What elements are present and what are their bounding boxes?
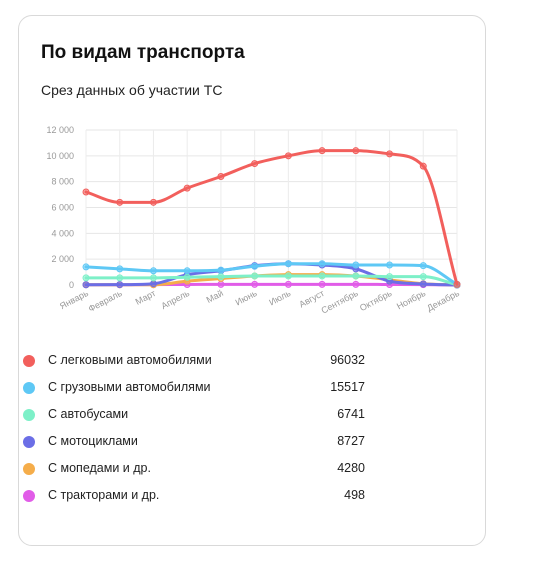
legend-label: С автобусами — [48, 407, 129, 421]
legend-value: 15517 — [330, 380, 365, 394]
legend-item[interactable]: С автобусами 6741 — [20, 402, 365, 429]
card-title: По видам транспорта — [41, 42, 245, 63]
chart-series — [82, 147, 461, 289]
data-point — [217, 173, 225, 180]
legend-item[interactable]: С мотоциклами 8727 — [20, 429, 365, 456]
y-tick-label: 2 000 — [51, 254, 74, 264]
legend-dot-icon — [23, 409, 35, 421]
y-tick-label: 0 — [69, 280, 74, 290]
legend-item[interactable]: С тракторами и др. 498 — [20, 483, 365, 510]
x-tick-label: Ноябрь — [395, 288, 428, 312]
card-subtitle: Срез данных об участии ТС — [41, 82, 223, 98]
data-point — [386, 273, 394, 281]
x-tick-label: Март — [134, 288, 158, 307]
legend-item[interactable]: С мопедами и др. 4280 — [20, 456, 365, 483]
data-point — [217, 266, 225, 274]
data-point — [149, 198, 157, 206]
legend-label: С тракторами и др. — [48, 488, 160, 502]
data-point — [149, 267, 157, 275]
x-tick-label: Декабрь — [425, 288, 461, 313]
line-chart: 12 000 10 000 8 000 6 000 4 000 2 000 0 Январь… — [46, 125, 461, 316]
series — [82, 272, 461, 289]
data-point — [116, 265, 124, 273]
legend-dot-icon — [23, 490, 35, 502]
data-point — [82, 188, 90, 196]
legend-value: 4280 — [337, 461, 365, 475]
data-point — [183, 184, 191, 192]
y-tick-label: 8 000 — [51, 177, 74, 187]
data-point — [386, 150, 394, 158]
chart-legend: С легковыми автомобилями 96032 С грузовыми… — [20, 348, 365, 510]
data-point — [183, 273, 191, 281]
data-point — [116, 274, 124, 282]
data-point — [318, 272, 326, 280]
legend-label: С легковыми автомобилями — [48, 353, 212, 367]
x-tick-label: Май — [205, 288, 225, 305]
y-tick-label: 6 000 — [51, 203, 74, 213]
chart-card: По видам транспорта Срез данных об участ… — [18, 15, 486, 546]
legend-item[interactable]: С грузовыми автомобилями 15517 — [20, 375, 365, 402]
legend-label: С мопедами и др. — [48, 461, 151, 475]
x-tick-label: Апрель — [159, 288, 191, 311]
x-tick-label: Июнь — [234, 288, 259, 308]
legend-value: 8727 — [337, 434, 365, 448]
data-point — [149, 274, 157, 282]
data-point — [116, 198, 124, 206]
x-tick-label: Сентябрь — [319, 288, 360, 316]
legend-label: С мотоциклами — [48, 434, 138, 448]
legend-dot-icon — [23, 355, 35, 367]
data-point — [352, 280, 360, 288]
legend-dot-icon — [23, 382, 35, 394]
data-point — [82, 274, 90, 282]
data-point — [318, 147, 326, 155]
data-point — [419, 273, 427, 281]
data-point — [251, 160, 259, 168]
data-point — [352, 261, 360, 269]
chart-grid — [85, 129, 458, 286]
data-point — [217, 280, 225, 288]
y-tick-label: 12 000 — [46, 125, 74, 135]
data-point — [318, 260, 326, 268]
data-point — [284, 152, 292, 160]
data-point — [352, 147, 360, 155]
data-point — [82, 281, 90, 289]
x-tick-label: Январь — [58, 288, 90, 311]
data-point — [386, 261, 394, 269]
data-point — [217, 273, 225, 281]
legend-dot-icon — [23, 463, 35, 475]
legend-item[interactable]: С легковыми автомобилями 96032 — [20, 348, 365, 375]
legend-value: 6741 — [337, 407, 365, 421]
data-point — [82, 263, 90, 271]
data-point — [251, 262, 259, 270]
x-tick-label: Октябрь — [358, 288, 394, 313]
legend-label: С грузовыми автомобилями — [48, 380, 211, 394]
legend-value: 96032 — [330, 353, 365, 367]
x-tick-label: Февраль — [87, 288, 124, 314]
data-point — [284, 272, 292, 280]
data-point — [318, 280, 326, 288]
x-tick-label: Июль — [267, 288, 292, 308]
legend-dot-icon — [23, 436, 35, 448]
y-tick-label: 4 000 — [51, 228, 74, 238]
data-point — [453, 280, 461, 288]
data-point — [251, 280, 259, 288]
series — [82, 147, 461, 288]
y-tick-label: 10 000 — [46, 151, 74, 161]
data-point — [284, 260, 292, 268]
data-point — [419, 280, 427, 288]
data-point — [284, 280, 292, 288]
data-point — [183, 267, 191, 275]
data-point — [352, 272, 360, 280]
data-point — [419, 162, 427, 170]
data-point — [251, 272, 259, 280]
data-point — [149, 280, 157, 288]
legend-value: 498 — [344, 488, 365, 502]
data-point — [419, 262, 427, 270]
y-axis-ticks: 12 000 10 000 8 000 6 000 4 000 2 000 0 — [46, 125, 74, 290]
data-point — [116, 281, 124, 289]
